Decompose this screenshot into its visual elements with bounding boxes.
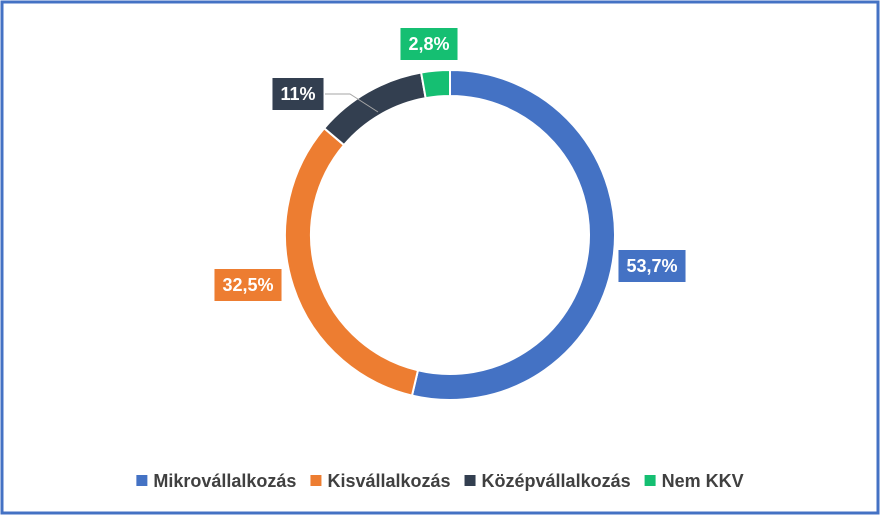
data-label-box xyxy=(272,78,324,110)
data-label: 11% xyxy=(280,84,315,104)
legend-swatch xyxy=(136,475,148,486)
data-label-box xyxy=(618,250,686,282)
donut-slice xyxy=(419,68,451,100)
donut-slice xyxy=(410,68,616,401)
data-label: 2,8% xyxy=(408,34,449,54)
legend-label: Középvállalkozás xyxy=(482,471,631,491)
leader-line xyxy=(325,93,379,113)
data-label: 53,7% xyxy=(626,256,677,276)
data-label: 32,5% xyxy=(222,275,273,295)
legend-label: Kisvállalkozás xyxy=(327,471,450,491)
legend-label: Mikrovállalkozás xyxy=(153,471,296,491)
legend-swatch xyxy=(644,475,656,486)
legend-swatch xyxy=(310,475,322,486)
legend-label: Nem KKV xyxy=(662,471,744,491)
legend-swatch xyxy=(464,475,476,486)
data-label-box xyxy=(214,269,282,301)
data-label-box xyxy=(400,28,458,60)
